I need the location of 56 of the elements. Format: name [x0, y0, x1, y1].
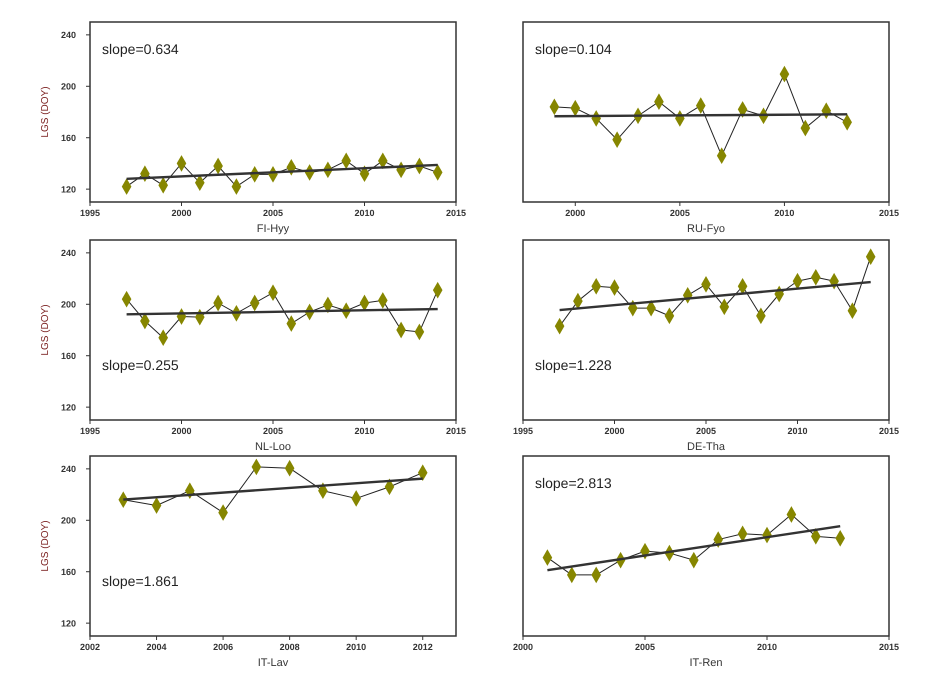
- x-tick-label: 1995: [80, 426, 100, 436]
- annotation: slope=0.634: [102, 41, 179, 57]
- x-tick-label: 2010: [756, 642, 778, 652]
- x-axis-title: IT-Ren: [689, 657, 723, 669]
- annotation: slope=2.813: [535, 475, 612, 491]
- x-axis-title: DE-Tha: [687, 441, 726, 453]
- x-axis-title: IT-Lav: [258, 657, 289, 669]
- x-tick-label: 2015: [878, 426, 900, 436]
- y-tick-label: 120: [60, 402, 76, 412]
- x-tick-label: 2000: [171, 426, 192, 436]
- x-tick-label: 1995: [512, 426, 534, 436]
- x-tick-label: 2010: [354, 208, 375, 218]
- y-tick-label: 160: [60, 132, 76, 143]
- y-tick-label: 160: [60, 350, 76, 361]
- x-tick-label: 2015: [446, 426, 466, 436]
- annotation: slope=1.861: [102, 573, 179, 589]
- x-tick-label: 2005: [262, 208, 284, 218]
- y-axis-title: LGS (DOY): [40, 520, 51, 572]
- y-tick-label: 240: [60, 464, 76, 474]
- annotation: slope=1.228: [535, 357, 612, 373]
- x-tick-label: 2015: [446, 208, 466, 218]
- x-tick-label: 2010: [774, 208, 794, 218]
- x-tick-label: 2000: [604, 426, 625, 436]
- x-tick-label: 2000: [171, 208, 192, 218]
- x-tick-label: 2000: [565, 208, 586, 218]
- x-tick-label: 2010: [354, 426, 375, 436]
- x-tick-label: 2010: [346, 642, 366, 652]
- y-tick-label: 240: [60, 30, 76, 40]
- x-tick-label: 2005: [262, 426, 284, 436]
- x-tick-label: 2002: [80, 642, 100, 652]
- x-tick-label: 1995: [80, 208, 100, 218]
- x-tick-label: 2015: [878, 208, 900, 218]
- y-tick-label: 120: [60, 184, 76, 194]
- x-tick-label: 2006: [213, 642, 234, 652]
- y-tick-label: 160: [60, 566, 76, 577]
- y-tick-label: 200: [60, 81, 76, 92]
- y-tick-label: 240: [60, 248, 76, 258]
- x-tick-label: 2004: [146, 642, 167, 652]
- x-tick-label: 2005: [634, 642, 656, 652]
- x-tick-label: 2000: [512, 642, 534, 652]
- y-tick-label: 120: [60, 618, 76, 628]
- x-axis-title: RU-Fyo: [687, 223, 725, 235]
- x-axis-title: FI-Hyy: [256, 223, 290, 235]
- x-axis-title: NL-Loo: [254, 441, 292, 453]
- x-tick-label: 2015: [878, 642, 900, 652]
- annotation: slope=0.255: [102, 357, 179, 373]
- y-tick-label: 200: [60, 515, 76, 526]
- y-axis-title: LGS (DOY): [40, 304, 51, 356]
- x-tick-label: 2008: [280, 642, 300, 652]
- x-tick-label: 2005: [670, 208, 690, 218]
- x-tick-label: 2010: [787, 426, 808, 436]
- y-axis-title: LGS (DOY): [40, 86, 51, 138]
- y-tick-label: 200: [60, 299, 76, 310]
- annotation: slope=0.104: [535, 41, 612, 57]
- x-tick-label: 2005: [696, 426, 716, 436]
- x-tick-label: 2012: [412, 642, 433, 652]
